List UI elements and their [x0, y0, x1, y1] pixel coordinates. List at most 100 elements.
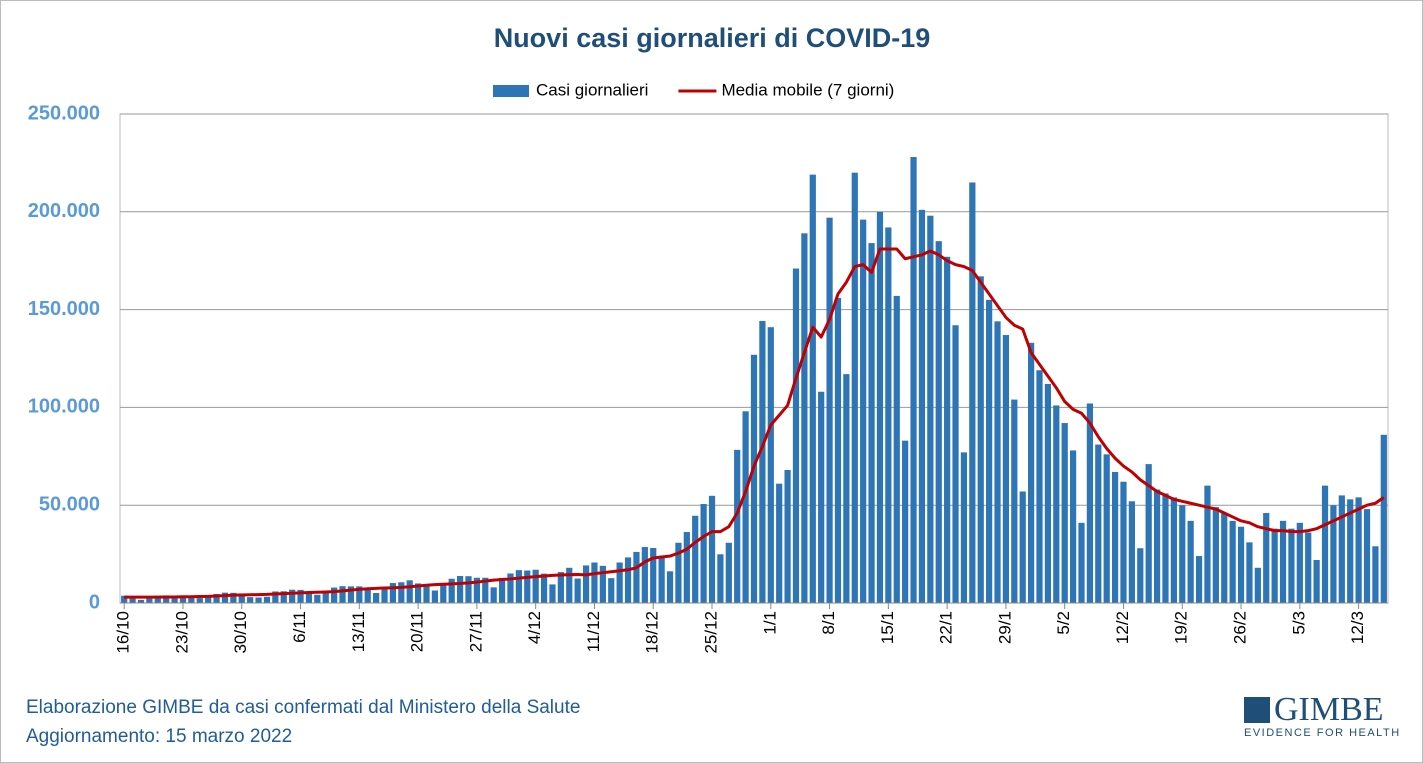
bar [1279, 520, 1287, 603]
bar [1061, 423, 1068, 603]
x-tick-label: 26/2 [1231, 611, 1250, 644]
bar [1128, 501, 1135, 603]
bar [893, 295, 900, 603]
bar [902, 440, 909, 603]
bar [188, 596, 195, 603]
bar [734, 449, 741, 603]
x-tick-label: 18/12 [643, 611, 662, 654]
bar [1338, 495, 1345, 603]
bar [725, 542, 732, 603]
bar [708, 495, 716, 603]
bar [347, 586, 355, 603]
bar [1103, 454, 1110, 603]
bar [1229, 520, 1236, 603]
bar [221, 592, 229, 603]
x-tick-label: 27/11 [466, 611, 485, 652]
bar [515, 570, 522, 603]
bar [742, 411, 749, 603]
bar [1170, 497, 1177, 603]
bar [1019, 491, 1026, 603]
logo-tagline: EVIDENCE FOR HEALTH [1244, 727, 1401, 739]
x-tick-label: 5/2 [1054, 611, 1073, 635]
x-tick-label: 23/10 [172, 611, 191, 654]
bar [1212, 507, 1219, 603]
logo-name: GIMBE [1274, 691, 1384, 728]
bar [431, 590, 439, 603]
x-tick-label: 11/12 [584, 611, 603, 652]
bar [524, 570, 531, 603]
x-tick-label: 29/1 [995, 611, 1014, 644]
bar [154, 595, 161, 603]
x-tick-label: 22/1 [937, 611, 956, 644]
bar [540, 573, 548, 603]
bar [356, 586, 363, 603]
bar [960, 452, 968, 603]
bar [633, 551, 640, 603]
bar [650, 548, 657, 603]
bar [255, 597, 262, 603]
bar [339, 586, 346, 603]
bar [1053, 405, 1060, 603]
bar [314, 594, 321, 603]
bar [826, 217, 833, 603]
x-tick-label: 6/11 [290, 611, 309, 643]
y-tick-label: 100.000 [28, 396, 100, 418]
bar [1044, 383, 1052, 603]
bar [498, 577, 506, 603]
bar [818, 391, 825, 603]
bar [305, 591, 313, 603]
y-tick-label: 150.000 [28, 298, 100, 320]
bar [1036, 370, 1043, 603]
bar [549, 584, 556, 603]
bar [1086, 403, 1094, 603]
x-tick-label: 5/3 [1289, 611, 1308, 635]
bar [616, 562, 623, 603]
bar [952, 325, 959, 603]
bar [1028, 342, 1035, 603]
bar [994, 321, 1001, 603]
bar [918, 209, 926, 603]
bar [406, 580, 413, 603]
bar [1321, 485, 1329, 603]
bar [1002, 335, 1010, 603]
bar [776, 483, 783, 603]
bar [1145, 464, 1152, 603]
bar [717, 554, 724, 603]
bar [1330, 505, 1337, 603]
bar [641, 547, 648, 603]
bar [1195, 556, 1203, 603]
bar [1271, 528, 1278, 603]
logo-icon [1244, 697, 1270, 723]
bar [1095, 444, 1102, 603]
x-tick-label: 1/1 [760, 611, 779, 635]
bar [624, 557, 632, 603]
bar [608, 578, 615, 603]
bar [692, 515, 699, 603]
bar [1187, 520, 1194, 603]
bar [364, 588, 371, 603]
bar [247, 597, 254, 603]
bar [792, 268, 800, 603]
bar [1380, 434, 1387, 603]
bar [507, 573, 514, 603]
x-tick-label: 25/12 [701, 611, 720, 654]
bar [137, 599, 145, 603]
y-tick-label: 0 [89, 591, 100, 613]
bar [876, 211, 884, 604]
bar [885, 227, 892, 603]
bar [759, 320, 766, 603]
x-tick-label: 15/1 [878, 611, 897, 644]
bar [179, 595, 187, 603]
line [124, 247, 1385, 599]
x-tick-label: 30/10 [231, 611, 250, 654]
bar [986, 299, 993, 603]
bar [767, 327, 774, 603]
bar [322, 590, 329, 603]
bar [280, 591, 287, 603]
bar [1263, 513, 1270, 603]
bar [473, 577, 480, 603]
bar [1246, 542, 1253, 603]
bar [591, 562, 598, 603]
bar [1363, 509, 1371, 603]
